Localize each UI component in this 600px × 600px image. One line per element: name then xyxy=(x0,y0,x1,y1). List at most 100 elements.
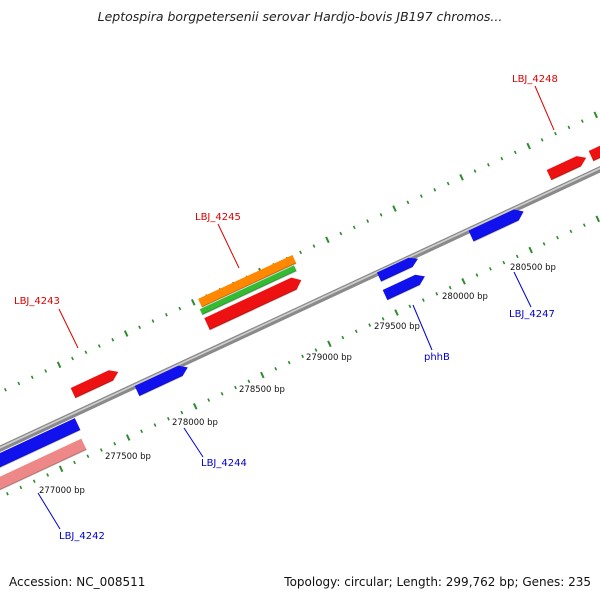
leader-lbj-4245 xyxy=(217,223,240,269)
minor-tick xyxy=(301,354,304,359)
gene-arrow-lbj-4244-shade xyxy=(139,375,184,397)
minor-tick xyxy=(354,329,358,334)
gene-label-lbj-4244[interactable]: LBJ_4244 xyxy=(201,458,247,469)
minor-tick xyxy=(287,360,291,365)
gene-arrow-lbj-4245-orange-shade xyxy=(201,262,297,308)
minor-tick xyxy=(17,381,21,386)
minor-tick xyxy=(540,138,544,142)
gene-arrow-lbj-4247 xyxy=(468,209,524,243)
minor-tick xyxy=(448,285,452,290)
gene-arrow-lbj-4244-body xyxy=(134,365,188,396)
major-tick xyxy=(56,361,62,369)
minor-tick xyxy=(341,335,345,340)
major-tick xyxy=(192,402,198,410)
minor-tick xyxy=(554,131,557,136)
gene-arrow-lbj-4247-shade xyxy=(473,219,520,243)
minor-tick xyxy=(502,260,506,265)
minor-tick xyxy=(151,319,155,323)
tick-label: 279000 bp xyxy=(306,353,352,363)
gene-arrow-lbj-4243-body xyxy=(70,370,119,398)
minor-tick xyxy=(366,219,370,223)
minor-tick xyxy=(542,242,546,246)
minor-tick xyxy=(368,323,372,327)
gene-arrow-phhb-a-shade xyxy=(380,266,414,283)
gene-arrow-pink-shade xyxy=(0,448,87,491)
minor-tick xyxy=(44,369,48,373)
tick-label: 277000 bp xyxy=(39,486,85,496)
major-tick xyxy=(392,205,397,212)
gene-arrow-next-body xyxy=(588,145,600,161)
minor-tick xyxy=(207,398,211,402)
map-title: Leptospira borgpetersenii serovar Hardjo… xyxy=(97,9,503,24)
minor-tick xyxy=(299,250,302,255)
minor-tick xyxy=(178,306,182,311)
minor-tick xyxy=(84,350,88,355)
tick-label: 278000 bp xyxy=(172,418,218,428)
minor-tick xyxy=(489,267,492,271)
backbone xyxy=(0,166,600,452)
major-tick xyxy=(58,465,64,473)
major-tick xyxy=(528,246,533,254)
leader-lbj-4242 xyxy=(37,492,61,530)
minor-tick xyxy=(339,231,343,236)
gene-arrow-phhb-a xyxy=(376,257,418,283)
gene-label-lbj-4245[interactable]: LBJ_4245 xyxy=(195,212,241,223)
minor-tick xyxy=(99,448,103,452)
gene-arrow-lbj-4244 xyxy=(134,365,188,397)
minor-tick xyxy=(30,375,34,380)
minor-tick xyxy=(312,244,316,248)
minor-tick xyxy=(153,423,157,427)
gene-arrow-lbj-4248-body xyxy=(546,156,587,180)
gene-arrow-lbj-4245-body xyxy=(204,277,302,330)
gene-arrow-lbj-4248 xyxy=(546,156,587,181)
gene-arrow-lbj-4243-shade xyxy=(75,379,114,399)
minor-tick xyxy=(4,387,7,392)
minor-tick xyxy=(580,119,584,123)
minor-tick xyxy=(419,194,423,198)
tick-label: 280500 bp xyxy=(510,263,556,273)
gene-arrow-phhb-a-body xyxy=(376,257,418,282)
minor-tick xyxy=(220,392,224,396)
gene-arrow-phhb-shade xyxy=(387,284,421,301)
gene-arrow-lbj-4243 xyxy=(70,370,119,399)
gene-arrow-lbj-4245-orange xyxy=(198,255,297,308)
major-tick xyxy=(190,298,196,306)
minor-tick xyxy=(167,416,170,421)
minor-tick xyxy=(46,473,50,477)
gene-label-lbj-4242[interactable]: LBJ_4242 xyxy=(59,531,105,542)
gene-arrow-lbj-4245-green xyxy=(199,265,297,316)
minor-tick xyxy=(234,385,237,390)
gene-label-phhb[interactable]: phhB xyxy=(424,352,450,363)
minor-tick xyxy=(475,273,479,277)
major-tick xyxy=(526,142,531,150)
minor-tick xyxy=(165,312,168,317)
major-tick xyxy=(260,371,265,379)
major-tick xyxy=(461,278,466,285)
minor-tick xyxy=(567,125,571,130)
accession-text: Accession: NC_008511 xyxy=(9,575,146,589)
gene-label-lbj-4247[interactable]: LBJ_4247 xyxy=(509,309,555,320)
minor-tick xyxy=(406,200,410,205)
leader-lbj-4247 xyxy=(513,271,532,308)
minor-tick xyxy=(274,367,278,371)
minor-tick xyxy=(71,356,74,361)
gene-label-lbj-4248[interactable]: LBJ_4248 xyxy=(512,74,558,85)
gene-arrow-pink xyxy=(0,438,87,491)
minor-tick xyxy=(32,479,36,484)
major-tick xyxy=(325,236,330,244)
major-tick xyxy=(593,111,599,119)
gene-label-lbj-4243[interactable]: LBJ_4243 xyxy=(14,296,60,307)
leader-lbj-4244 xyxy=(183,427,204,458)
gene-arrow-next-shade xyxy=(593,157,600,162)
gene-arrow-lbj-4245-green-shade xyxy=(201,270,297,316)
minor-tick xyxy=(19,485,23,490)
gene-arrow-phhb-body xyxy=(382,274,425,300)
minor-tick xyxy=(113,441,117,446)
tick-label: 279500 bp xyxy=(374,322,420,332)
major-tick xyxy=(123,330,129,337)
minor-tick xyxy=(556,235,559,240)
gene-arrow-lbj-4245-shade xyxy=(209,288,298,331)
minor-tick xyxy=(379,213,383,217)
minor-tick xyxy=(97,344,101,348)
